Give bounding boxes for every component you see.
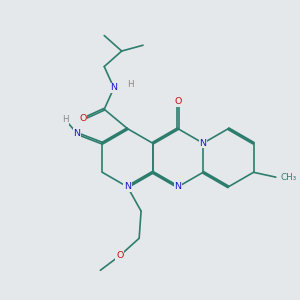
Text: N: N [110,83,117,92]
Text: N: N [174,182,182,191]
Text: H: H [127,80,134,88]
Text: O: O [116,251,123,260]
Text: CH₃: CH₃ [281,173,297,182]
Text: N: N [124,182,131,191]
Text: N: N [200,139,207,148]
Text: N: N [74,129,81,138]
Text: H: H [62,116,69,124]
Text: O: O [174,97,182,106]
Text: O: O [79,115,87,124]
